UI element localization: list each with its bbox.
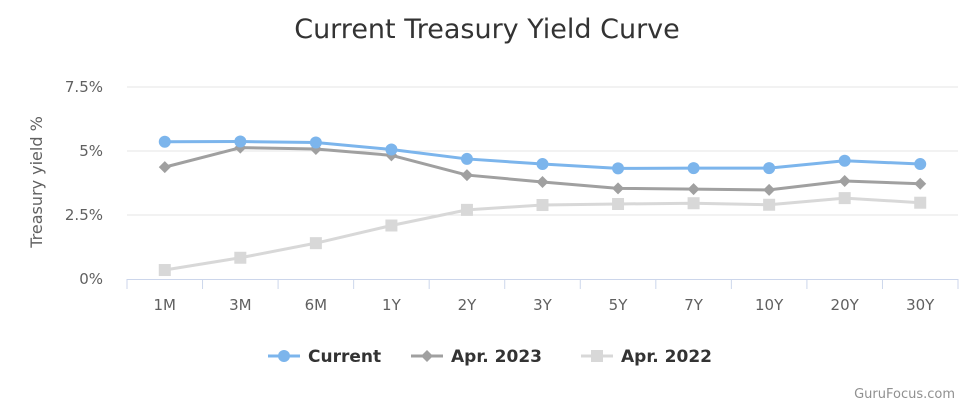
legend-marker[interactable]	[278, 350, 290, 362]
grid-lines	[127, 86, 958, 216]
chart-title: Current Treasury Yield Curve	[294, 14, 680, 45]
x-tick-label: 3M	[229, 296, 252, 314]
y-tick-label: 0%	[79, 270, 103, 288]
data-point[interactable]	[838, 192, 851, 205]
data-point[interactable]	[687, 197, 700, 210]
data-point[interactable]	[914, 177, 927, 190]
data-point[interactable]	[385, 219, 398, 232]
legend-item[interactable]: Apr. 2023	[411, 347, 542, 367]
y-axis-ticks: 0% 2.5% 5% 7.5%	[65, 78, 103, 288]
data-point[interactable]	[158, 264, 171, 277]
legend-label: Apr. 2023	[451, 347, 542, 367]
legend-item[interactable]: Apr. 2022	[581, 347, 712, 367]
data-point[interactable]	[536, 158, 549, 171]
y-tick-label: 7.5%	[65, 78, 103, 96]
x-tick-label: 5Y	[609, 296, 629, 314]
x-tick-label: 3Y	[533, 296, 553, 314]
legend[interactable]: Current Apr. 2023 Apr. 2022	[268, 347, 712, 367]
y-axis-label: Treasury yield %	[27, 116, 46, 249]
data-point[interactable]	[460, 203, 473, 216]
legend-marker[interactable]	[421, 350, 433, 362]
credit-text[interactable]: GuruFocus.com	[854, 387, 955, 402]
data-point[interactable]	[838, 154, 851, 167]
data-point[interactable]	[763, 198, 776, 211]
data-point[interactable]	[914, 158, 927, 171]
data-point[interactable]	[612, 162, 625, 175]
x-tick-label: 30Y	[906, 296, 935, 314]
series-apr-2022	[158, 192, 927, 277]
data-point[interactable]	[536, 175, 549, 188]
data-point[interactable]	[687, 183, 700, 196]
data-point[interactable]	[234, 135, 247, 148]
x-axis: 1M 3M 6M 1Y 2Y 3Y 5Y 7Y 10Y 20Y 30Y	[126, 279, 959, 314]
x-tick-label: 2Y	[458, 296, 478, 314]
data-point[interactable]	[385, 143, 398, 156]
data-point[interactable]	[309, 136, 322, 149]
data-point[interactable]	[158, 135, 171, 148]
y-tick-label: 2.5%	[65, 206, 103, 224]
data-point[interactable]	[914, 196, 927, 209]
data-point[interactable]	[309, 237, 322, 250]
data-point[interactable]	[763, 183, 776, 196]
y-tick-label: 5%	[79, 142, 103, 160]
series-lines	[158, 135, 927, 277]
x-tick-label: 6M	[305, 296, 328, 314]
data-point[interactable]	[158, 161, 171, 174]
legend-marker[interactable]	[591, 350, 603, 362]
data-point[interactable]	[612, 182, 625, 195]
data-point[interactable]	[687, 162, 700, 175]
data-point[interactable]	[460, 169, 473, 182]
x-tick-label: 10Y	[755, 296, 784, 314]
data-point[interactable]	[460, 152, 473, 165]
x-tick-label: 20Y	[831, 296, 860, 314]
legend-label: Apr. 2022	[621, 347, 712, 367]
data-point[interactable]	[612, 197, 625, 210]
x-tick-label: 1Y	[382, 296, 402, 314]
x-tick-label: 1M	[154, 296, 177, 314]
data-point[interactable]	[763, 162, 776, 175]
x-tick-label: 7Y	[684, 296, 704, 314]
series-current	[158, 135, 927, 175]
legend-item[interactable]: Current	[268, 347, 381, 367]
data-point[interactable]	[536, 199, 549, 212]
legend-label: Current	[308, 347, 381, 367]
data-point[interactable]	[234, 251, 247, 264]
data-point[interactable]	[838, 174, 851, 187]
